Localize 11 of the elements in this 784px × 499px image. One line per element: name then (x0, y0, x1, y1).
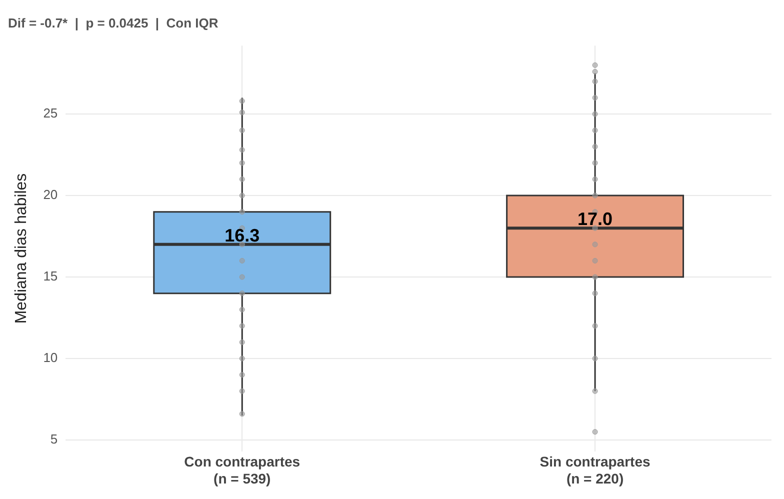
y-tick-label: 20 (43, 187, 58, 202)
y-tick-label: 15 (43, 268, 58, 284)
y-tick-label: 5 (50, 432, 58, 447)
x-tick-label: Sin contrapartes (n = 220) (540, 454, 650, 486)
annotation: 16.3 (224, 225, 260, 246)
y-tick-label: 25 (43, 106, 58, 121)
y-axis-title: Mediana dias habiles (13, 173, 30, 324)
x-tick-label: Con contrapartes (n = 539) (184, 454, 300, 486)
y-tick-label: 10 (43, 350, 58, 366)
chart-title: Dif = -0.7* | p = 0.0425 | Con IQR (8, 15, 219, 30)
annotation: 17.0 (578, 209, 613, 230)
